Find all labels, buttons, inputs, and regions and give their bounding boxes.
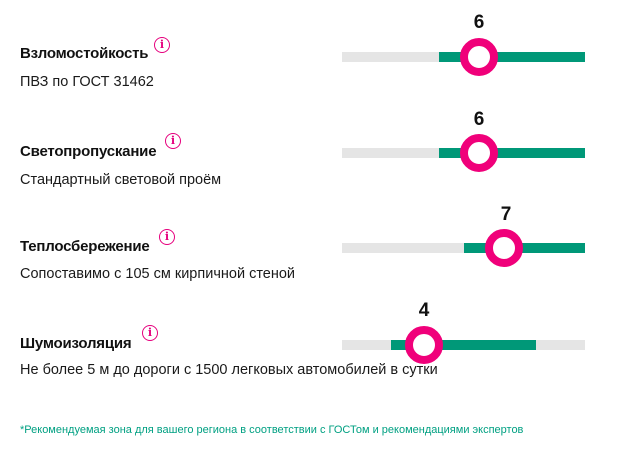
rating-track: [342, 38, 585, 76]
recommended-zone: [464, 243, 585, 253]
rating-title: Светопропускание: [20, 143, 157, 160]
rating-value: 4: [418, 300, 430, 321]
rating-track: [342, 326, 585, 364]
recommended-zone: [439, 52, 585, 62]
rating-row-noise: Шумоизоляция i Не более 5 м до дороги с …: [0, 0, 630, 378]
rating-description: Не более 5 м до дороги с 1500 легковых а…: [20, 362, 438, 378]
recommended-zone: [391, 340, 536, 350]
info-icon[interactable]: i: [142, 325, 158, 341]
rating-title: Шумоизоляция: [20, 335, 132, 352]
rating-slider-knob[interactable]: [460, 38, 498, 76]
rating-title: Теплосбережение: [20, 238, 150, 255]
footnote: *Рекомендуемая зона для вашего региона в…: [20, 424, 524, 436]
rating-description: Сопоставимо с 105 см кирпичной стеной: [20, 266, 296, 282]
rating-slider-knob[interactable]: [485, 229, 523, 267]
rating-row-light: Светопропускание i Стандартный световой …: [0, 0, 630, 188]
rating-description: Стандартный световой проём: [20, 172, 222, 188]
info-icon[interactable]: i: [165, 133, 181, 149]
rating-value: 6: [473, 12, 485, 33]
rating-row-heat: Теплосбережение i Сопоставимо с 105 см к…: [0, 0, 630, 282]
rating-slider-knob[interactable]: [460, 134, 498, 172]
info-icon[interactable]: i: [159, 229, 175, 245]
rating-value: 7: [500, 204, 512, 225]
rating-track: [342, 229, 585, 267]
rating-title: Взломостойкость: [20, 45, 149, 62]
rating-track: [342, 134, 585, 172]
rating-slider-knob[interactable]: [405, 326, 443, 364]
info-icon[interactable]: i: [154, 37, 170, 53]
rating-description: ПВЗ по ГОСТ 31462: [20, 74, 154, 90]
recommended-zone: [439, 148, 585, 158]
rating-value: 6: [473, 109, 485, 130]
rating-row-burglary: Взломостойкость i ПВЗ по ГОСТ 31462 6: [0, 0, 630, 90]
